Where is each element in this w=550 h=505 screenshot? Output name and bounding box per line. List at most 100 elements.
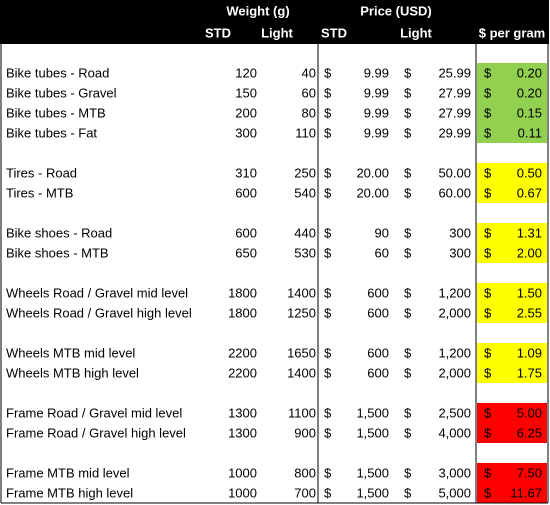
weight-std: 2200	[228, 365, 257, 380]
item-label: Wheels MTB mid level	[6, 345, 135, 360]
price-std: 600	[367, 365, 389, 380]
currency: $	[324, 465, 332, 480]
currency: $	[484, 345, 492, 360]
currency: $	[404, 405, 412, 420]
currency: $	[324, 85, 332, 100]
currency: $	[404, 125, 412, 140]
per-gram: 1.31	[517, 225, 542, 240]
item-label: Bike tubes - Road	[6, 65, 109, 80]
weight-light: 1650	[287, 345, 316, 360]
per-gram: 5.00	[517, 405, 542, 420]
item-label: Bike shoes - Road	[6, 225, 112, 240]
weight-light: 800	[294, 465, 316, 480]
per-gram-cell	[477, 483, 547, 503]
price-light: 1,200	[438, 285, 471, 300]
weight-std: 1800	[228, 305, 257, 320]
currency: $	[324, 225, 332, 240]
weight-light: 80	[302, 105, 316, 120]
per-gram: 0.11	[518, 125, 542, 140]
weight-std: 300	[235, 125, 257, 140]
per-gram-cell	[477, 363, 547, 383]
currency: $	[324, 425, 332, 440]
currency: $	[484, 425, 492, 440]
per-gram: 7.50	[517, 465, 542, 480]
std-header: STD	[205, 25, 231, 40]
currency: $	[484, 125, 492, 140]
per-gram: 0.20	[517, 85, 542, 100]
weight-std: 1800	[228, 285, 257, 300]
weight-std: 600	[235, 225, 257, 240]
per-gram: 0.50	[517, 165, 542, 180]
currency: $	[404, 165, 412, 180]
price-std: 1,500	[356, 405, 389, 420]
currency: $	[404, 485, 412, 500]
currency: $	[324, 165, 332, 180]
item-label: Wheels MTB high level	[6, 365, 139, 380]
item-label: Tires - Road	[6, 165, 77, 180]
weight-std: 2200	[228, 345, 257, 360]
per-gram: 1.09	[517, 345, 542, 360]
weight-std: 1300	[228, 405, 257, 420]
per-gram-cell	[477, 223, 547, 243]
per-gram: 0.15	[517, 105, 542, 120]
price-std: 9.99	[364, 125, 389, 140]
per-gram-cell	[477, 103, 547, 123]
per-gram-cell	[477, 403, 547, 423]
per-gram: 0.20	[517, 65, 542, 80]
light-header: Light	[261, 25, 293, 40]
price-std: 9.99	[364, 105, 389, 120]
currency: $	[484, 85, 492, 100]
price-std: 9.99	[364, 85, 389, 100]
currency: $	[404, 105, 412, 120]
currency: $	[484, 365, 492, 380]
weight-light: 40	[302, 65, 316, 80]
price-light: 1,200	[438, 345, 471, 360]
per-gram: 11.67	[510, 485, 542, 500]
price-light: 27.99	[438, 85, 471, 100]
per-gram-cell	[477, 183, 547, 203]
header-band	[0, 0, 549, 44]
weight-light: 1400	[287, 285, 316, 300]
currency: $	[404, 465, 412, 480]
currency: $	[404, 285, 412, 300]
currency: $	[484, 225, 492, 240]
per-gram-cell	[477, 163, 547, 183]
per-gram-cell	[477, 423, 547, 443]
per-gram-cell	[477, 343, 547, 363]
weight-std: 150	[235, 85, 257, 100]
item-label: Tires - MTB	[6, 185, 73, 200]
weight-header: Weight (g)	[226, 3, 289, 18]
price-light: 2,000	[438, 365, 471, 380]
item-label: Bike tubes - Gravel	[6, 85, 117, 100]
price-std: 20.00	[356, 185, 389, 200]
per-gram-cell	[477, 83, 547, 103]
weight-std: 120	[235, 65, 257, 80]
price-std: 90	[375, 225, 389, 240]
currency: $	[404, 65, 412, 80]
weight-light: 540	[294, 185, 316, 200]
per-gram: 1.50	[517, 285, 542, 300]
currency: $	[484, 165, 492, 180]
price-light: 27.99	[438, 105, 471, 120]
currency: $	[484, 245, 492, 260]
price-std: 600	[367, 345, 389, 360]
price-light: 300	[449, 245, 471, 260]
per-gram-cell	[477, 63, 547, 83]
price-header: Price (USD)	[360, 3, 432, 18]
price-std: 600	[367, 285, 389, 300]
currency: $	[324, 285, 332, 300]
currency: $	[324, 105, 332, 120]
per-gram-cell	[477, 243, 547, 263]
per-gram: 2.00	[517, 245, 542, 260]
currency: $	[324, 485, 332, 500]
item-label: Frame MTB mid level	[6, 465, 130, 480]
weight-light: 110	[295, 125, 316, 140]
price-std: 9.99	[364, 65, 389, 80]
price-std: 20.00	[356, 165, 389, 180]
item-label: Frame MTB high level	[6, 485, 133, 500]
price-std: 1,500	[356, 425, 389, 440]
currency: $	[484, 465, 492, 480]
currency: $	[404, 305, 412, 320]
weight-light: 250	[294, 165, 316, 180]
